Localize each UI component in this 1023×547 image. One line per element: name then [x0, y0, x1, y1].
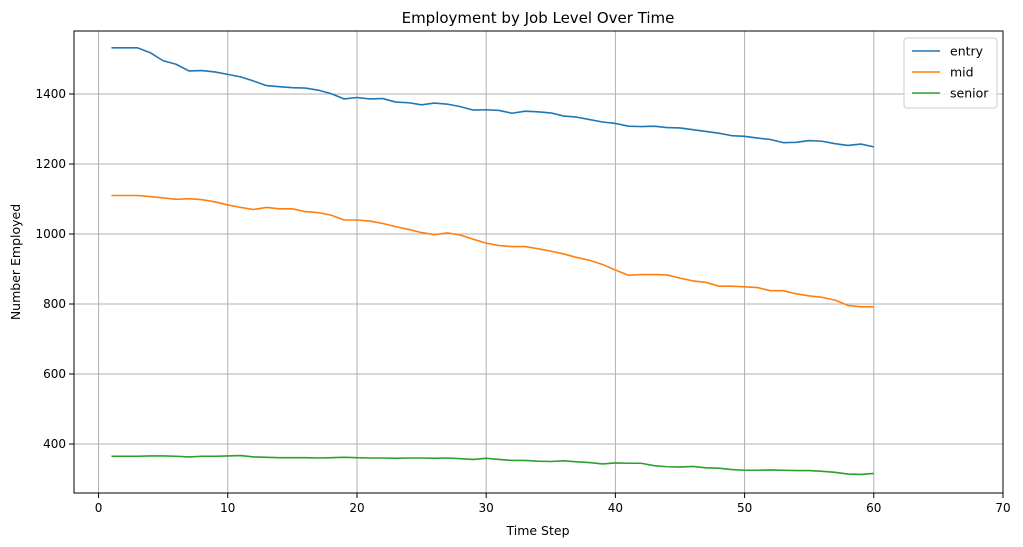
y-tick-label: 1000	[35, 227, 66, 241]
plot-frame	[73, 30, 1004, 494]
x-tick-label: 60	[866, 501, 881, 515]
series-line-senior	[111, 454, 874, 476]
y-axis-label: Number Employed	[8, 204, 23, 320]
y-tick-label: 600	[43, 367, 66, 381]
y-tick-label: 400	[43, 437, 66, 451]
legend-box	[903, 37, 998, 109]
grid-lines	[74, 31, 1004, 493]
x-tick-label: 10	[220, 501, 235, 515]
x-tick-label: 20	[349, 501, 364, 515]
y-tick-label: 800	[43, 297, 66, 311]
series-line-entry	[111, 46, 874, 148]
series-line-mid	[111, 194, 874, 308]
x-tick-label: 70	[995, 501, 1010, 515]
x-axis-ticks: 0 10 20 30 40 50 60 70	[95, 493, 1011, 515]
y-tick-label: 1400	[35, 87, 66, 101]
x-tick-label: 30	[479, 501, 494, 515]
chart-title: Employment by Job Level Over Time	[402, 9, 675, 27]
x-tick-label: 40	[608, 501, 623, 515]
x-tick-label: 50	[737, 501, 752, 515]
x-tick-label: 0	[95, 501, 103, 515]
x-axis-label: Time Step	[505, 523, 569, 538]
legend-label-senior: senior	[950, 86, 989, 101]
legend-label-entry: entry	[950, 44, 984, 59]
series-lines	[111, 46, 874, 476]
legend: entry mid senior	[903, 37, 998, 109]
legend-label-mid: mid	[950, 65, 974, 80]
y-tick-label: 1200	[35, 157, 66, 171]
y-axis-ticks: 400 600 800 1000 1200 1400	[35, 87, 74, 451]
